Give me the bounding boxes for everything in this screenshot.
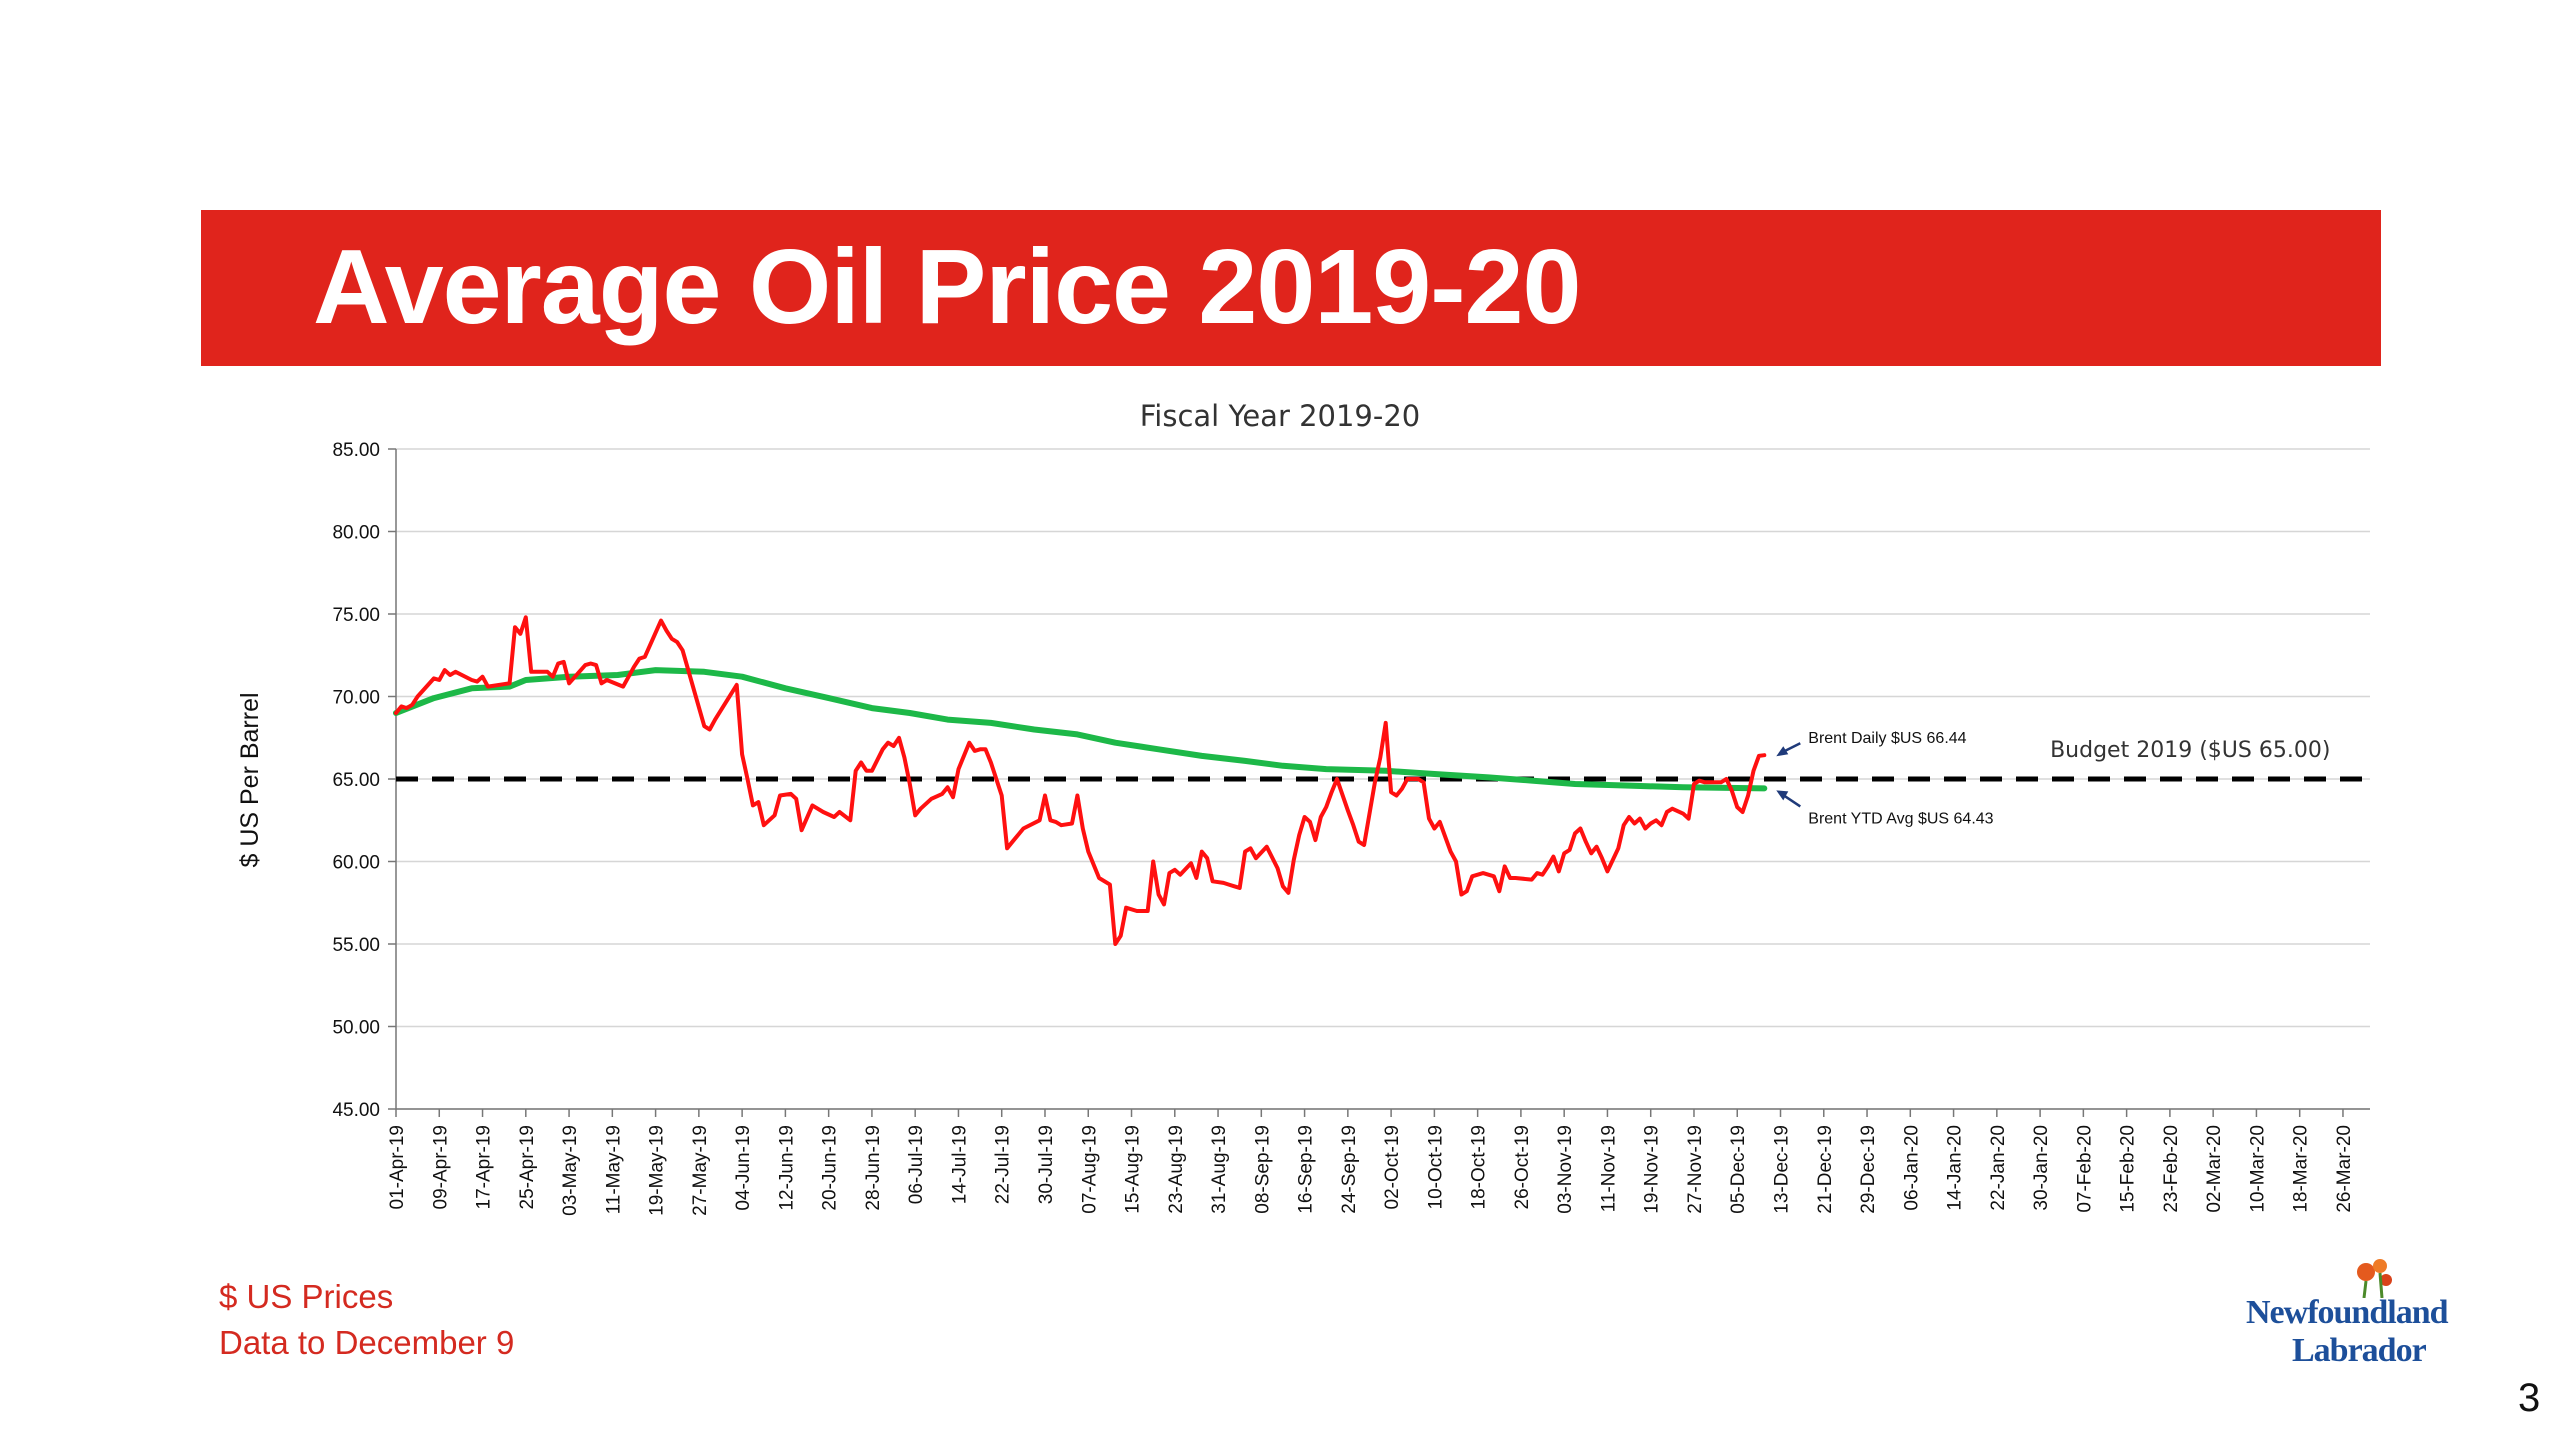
x-tick-label: 17-Apr-19	[474, 1125, 495, 1210]
x-tick-label: 10-Oct-19	[1425, 1125, 1446, 1209]
x-tick-label: 10-Mar-20	[2247, 1125, 2268, 1213]
x-tick-label: 07-Feb-20	[2074, 1125, 2095, 1213]
x-tick-label: 03-May-19	[560, 1125, 581, 1216]
y-tick-label: 60.00	[332, 853, 380, 874]
logo-text-newfoundland: Newfoundland	[2246, 1294, 2449, 1331]
slide-title: Average Oil Price 2019-20	[313, 228, 1581, 346]
x-tick-label: 25-Apr-19	[517, 1125, 538, 1210]
x-tick-label: 18-Mar-20	[2291, 1125, 2312, 1213]
y-tick-label: 65.00	[332, 770, 380, 791]
y-tick-label: 50.00	[332, 1018, 380, 1039]
x-tick-label: 09-Apr-19	[430, 1125, 451, 1210]
x-tick-label: 07-Aug-19	[1079, 1125, 1100, 1214]
x-tick-label: 23-Aug-19	[1166, 1125, 1187, 1214]
x-tick-label: 18-Oct-19	[1469, 1125, 1490, 1209]
x-tick-label: 15-Aug-19	[1123, 1125, 1144, 1214]
page-number: 3	[2518, 1376, 2541, 1420]
x-tick-label: 14-Jan-20	[1945, 1125, 1966, 1211]
x-tick-label: 06-Jan-20	[1901, 1125, 1922, 1211]
x-tick-label: 22-Jan-20	[1988, 1125, 2009, 1211]
x-tick-label: 06-Jul-19	[906, 1125, 927, 1204]
x-tick-label: 04-Jun-19	[733, 1125, 754, 1211]
x-tick-label: 28-Jun-19	[863, 1125, 884, 1211]
x-tick-label: 02-Oct-19	[1382, 1125, 1403, 1209]
x-tick-label: 29-Dec-19	[1858, 1125, 1879, 1214]
y-axis-label: $ US Per Barrel	[236, 692, 264, 867]
series-line-brent-daily	[394, 615, 1767, 946]
x-tick-label: 30-Jan-20	[2031, 1125, 2052, 1211]
pitcher-plant-icon	[2357, 1259, 2392, 1298]
y-tick-label: 45.00	[332, 1100, 380, 1121]
x-tick-label: 12-Jun-19	[776, 1125, 797, 1211]
annotation-arrowhead-ytd	[1776, 790, 1789, 801]
logo-text-labrador: Labrador	[2292, 1332, 2427, 1369]
x-tick-label: 03-Nov-19	[1555, 1125, 1576, 1214]
y-tick-label: 85.00	[332, 440, 380, 461]
x-tick-label: 19-May-19	[647, 1125, 668, 1216]
x-tick-label: 23-Feb-20	[2161, 1125, 2182, 1213]
x-tick-label: 27-Nov-19	[1685, 1125, 1706, 1214]
annotation-budget: Budget 2019 ($US 65.00)	[2050, 738, 2330, 763]
x-tick-label: 20-Jun-19	[820, 1125, 841, 1211]
y-tick-label: 55.00	[332, 935, 380, 956]
x-tick-label: 11-Nov-19	[1598, 1125, 1619, 1212]
x-tick-label: 05-Dec-19	[1728, 1125, 1749, 1214]
annotation-brent-daily: Brent Daily $US 66.44	[1808, 730, 1966, 747]
x-tick-label: 31-Aug-19	[1209, 1125, 1230, 1214]
x-tick-label: 01-Apr-19	[387, 1125, 408, 1210]
title-banner: Average Oil Price 2019-20	[201, 210, 2381, 366]
y-tick-label: 70.00	[332, 688, 380, 709]
annotation-brent-ytd: Brent YTD Avg $US 64.43	[1808, 810, 1993, 827]
x-tick-label: 27-May-19	[690, 1125, 711, 1216]
government-logo: Newfoundland Labrador	[2246, 1254, 2486, 1374]
footnote-currency: $ US Prices	[219, 1278, 394, 1315]
annotation-arrowhead-daily	[1776, 746, 1789, 757]
x-tick-label: 02-Mar-20	[2204, 1125, 2225, 1213]
x-tick-label: 30-Jul-19	[1036, 1125, 1057, 1204]
x-tick-label: 26-Mar-20	[2334, 1125, 2355, 1213]
x-tick-label: 26-Oct-19	[1512, 1125, 1533, 1209]
y-tick-label: 80.00	[332, 523, 380, 544]
series-line-brent-ytd-avg	[393, 667, 1768, 792]
footnote-data-date: Data to December 9	[219, 1324, 515, 1361]
x-tick-label: 21-Dec-19	[1815, 1125, 1836, 1214]
x-tick-label: 19-Nov-19	[1642, 1125, 1663, 1214]
x-tick-label: 22-Jul-19	[993, 1125, 1014, 1204]
x-tick-label: 13-Dec-19	[1772, 1125, 1793, 1214]
x-tick-label: 24-Sep-19	[1339, 1125, 1360, 1214]
x-tick-label: 14-Jul-19	[949, 1125, 970, 1204]
y-tick-label: 75.00	[332, 605, 380, 626]
x-tick-label: 08-Sep-19	[1252, 1125, 1273, 1214]
x-tick-label: 11-May-19	[603, 1125, 624, 1214]
chart-title: Fiscal Year 2019-20	[1140, 399, 1421, 433]
x-tick-label: 15-Feb-20	[2118, 1125, 2139, 1213]
x-tick-label: 16-Sep-19	[1296, 1125, 1317, 1214]
